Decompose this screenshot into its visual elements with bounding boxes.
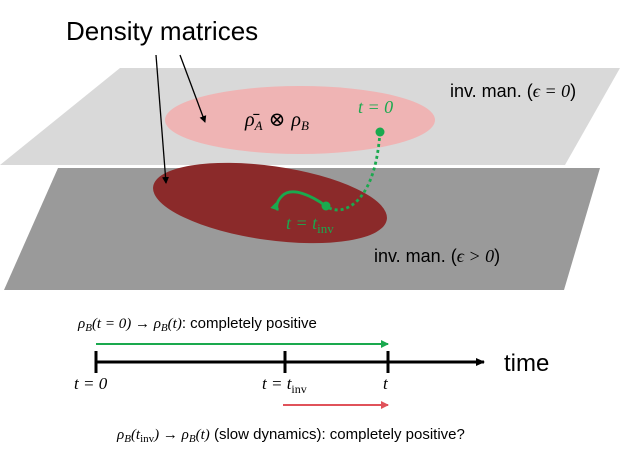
top-map-statement: ρB(t = 0) → ρB(t): completely positive <box>77 315 317 334</box>
heading-density-matrices: Density matrices <box>66 16 258 46</box>
point-tinv <box>321 201 331 211</box>
tick-t-label: t <box>383 374 389 393</box>
product-state-region <box>165 86 435 154</box>
bottom-manifold-label: inv. man. (ϵ > 0) <box>374 246 500 266</box>
pointer-line-bottom <box>155 54 170 184</box>
product-state-label: ρ̄A ⊗ ρB <box>244 109 309 133</box>
point-t0 <box>375 127 385 137</box>
tick-tinv-label: t = tinv <box>262 374 307 396</box>
top-manifold-label: inv. man. (ϵ = 0) <box>450 81 576 101</box>
trajectory-solid <box>270 190 327 211</box>
svg-text:ρ̄A⊗ρB: ρ̄A ⊗ ρB <box>244 109 309 133</box>
bottom-map-statement: ρB(tinv) → ρB(t) (slow dynamics): comple… <box>116 426 465 445</box>
time-axis-label: time <box>504 350 549 377</box>
tick-0-label: t = 0 <box>74 374 108 393</box>
pointer-line-top <box>179 54 207 123</box>
invariant-region <box>153 162 387 244</box>
trajectory-dotted <box>325 131 382 212</box>
point-t0-label: t = 0 <box>358 97 393 117</box>
point-tinv-label: t = tinv <box>286 213 334 236</box>
